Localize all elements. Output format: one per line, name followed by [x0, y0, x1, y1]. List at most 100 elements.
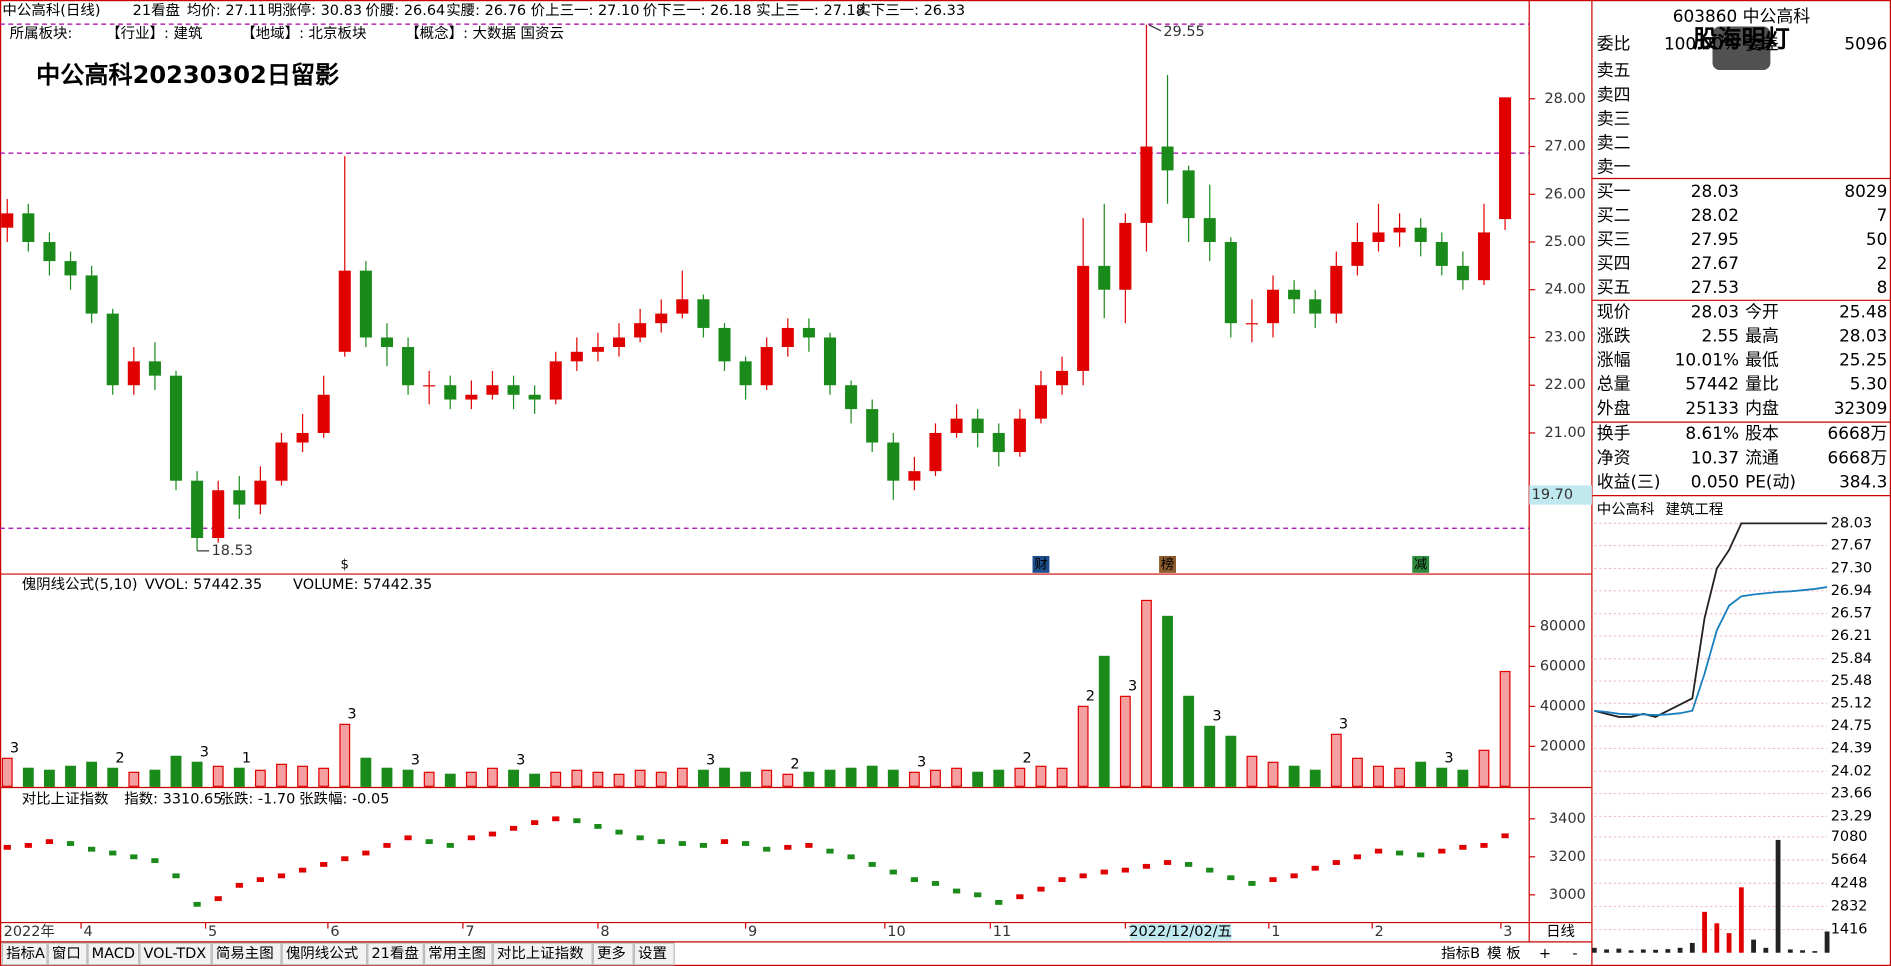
- period-tab[interactable]: 日线: [1546, 923, 1575, 940]
- candle-body: [22, 213, 35, 242]
- tab[interactable]: [592, 942, 634, 966]
- tab-label[interactable]: 设置: [638, 945, 667, 962]
- volume-bar: [1288, 765, 1300, 787]
- volume-bar: [465, 771, 477, 787]
- status-item: 均价: 27.11: [187, 2, 267, 19]
- candle-body: [148, 361, 161, 376]
- buy-cell: 27.53: [1691, 277, 1739, 297]
- tab[interactable]: [367, 942, 424, 966]
- tab-label[interactable]: 傀阴线公式: [286, 945, 358, 962]
- candle-body: [169, 375, 183, 481]
- candle-body: [1, 213, 14, 228]
- intraday-volume-bar: [1677, 947, 1683, 953]
- index-mark: [1227, 875, 1235, 881]
- index-mark: [1079, 873, 1087, 879]
- volume-bar: [1373, 765, 1384, 787]
- intraday-volume-bar: [1591, 947, 1597, 953]
- buy-cell: 买三: [1597, 229, 1631, 249]
- stat-cell: 384.3: [1839, 471, 1887, 491]
- tab-label[interactable]: 简易主图: [216, 945, 274, 962]
- buy-cell: 买二: [1597, 205, 1631, 225]
- stat-cell: 内盘: [1745, 398, 1779, 418]
- tab[interactable]: [1, 942, 48, 966]
- signal-label: 3: [411, 753, 420, 769]
- volume-bar: [655, 771, 667, 787]
- stat-cell: 总量: [1597, 374, 1631, 394]
- intraday-title: 建筑工程: [1665, 501, 1723, 518]
- y-tick-label: 21.00: [1544, 425, 1585, 441]
- y-tick-label: 60000: [1540, 658, 1586, 674]
- x-tick-label: 2: [1375, 924, 1384, 940]
- volume-bar: [761, 769, 773, 787]
- tab-label[interactable]: MACD: [92, 946, 135, 962]
- quote-cell: 委差: [1745, 34, 1779, 54]
- stat-cell: 流通: [1745, 447, 1779, 467]
- volume-bar: [339, 723, 351, 787]
- tab-label[interactable]: 常用主图: [428, 945, 486, 962]
- intraday-volume-bar: [1665, 949, 1671, 953]
- sector-label: 【概念】: 大数据 国资云: [405, 24, 564, 42]
- tab[interactable]: [211, 942, 282, 966]
- tab-label[interactable]: 21看盘: [371, 944, 418, 962]
- period-label: 2022年: [4, 923, 55, 940]
- tab[interactable]: [492, 942, 593, 966]
- y-tick-label: 1416: [1831, 922, 1868, 938]
- index-mark: [1248, 881, 1256, 886]
- volume-bar: [1035, 765, 1047, 787]
- index-mark: [320, 862, 328, 867]
- volume-bar: [170, 755, 182, 787]
- pane-title: 傀阴线公式(5,10): [22, 576, 138, 593]
- signal-label: 3: [1339, 717, 1348, 733]
- index-mark: [88, 846, 96, 852]
- volume-bar: [908, 771, 920, 787]
- quote-header: 603860 中公高科: [1673, 6, 1810, 26]
- candle-body: [1119, 222, 1132, 290]
- index-mark: [531, 820, 539, 826]
- volume-bar: [254, 769, 266, 787]
- candle-body: [380, 337, 394, 348]
- zoom-button[interactable]: -: [1572, 946, 1577, 962]
- tab[interactable]: [139, 942, 212, 966]
- tab-label[interactable]: 窗口: [52, 944, 81, 962]
- index-mark: [509, 825, 518, 831]
- index-mark: [151, 858, 159, 864]
- candle-body: [591, 347, 604, 352]
- stat-cell: 25.48: [1839, 301, 1887, 321]
- buy-cell: 8029: [1844, 181, 1887, 201]
- zoom-button[interactable]: +: [1539, 946, 1551, 962]
- status-item: 21看盘: [133, 1, 180, 19]
- index-mark: [826, 848, 834, 854]
- tab-label[interactable]: 对比上证指数: [497, 945, 584, 962]
- y-tick-label: 4248: [1831, 875, 1868, 891]
- x-tick-label: 6: [330, 924, 339, 940]
- stat-cell: 最高: [1745, 325, 1779, 345]
- tab[interactable]: [87, 942, 140, 966]
- candle-body: [760, 347, 773, 386]
- signal-label: 2: [790, 757, 799, 773]
- tab-label[interactable]: 指标A: [6, 945, 45, 962]
- tab-label[interactable]: 更多: [597, 945, 626, 962]
- volume-bar: [318, 767, 330, 787]
- volume-bar: [1267, 761, 1279, 787]
- index-mark: [1480, 843, 1488, 848]
- tab-label[interactable]: VOL-TDX: [144, 946, 207, 962]
- tab-label[interactable]: 模: [1487, 945, 1501, 962]
- volume-bar: [1499, 670, 1511, 787]
- tab[interactable]: [423, 942, 493, 966]
- tab[interactable]: [281, 942, 368, 966]
- tab[interactable]: [47, 942, 88, 966]
- buy-cell: 买四: [1597, 253, 1631, 273]
- volume-bar: [930, 769, 941, 787]
- tab[interactable]: [633, 942, 675, 966]
- index-mark: [636, 835, 644, 841]
- index-mark: [974, 892, 982, 898]
- tab-label[interactable]: 板: [1506, 944, 1520, 962]
- volume-bar: [191, 761, 203, 787]
- volume-bar: [1478, 749, 1490, 787]
- y-tick-label: 22.00: [1544, 377, 1585, 393]
- index-mark: [3, 844, 11, 850]
- tab-label[interactable]: 指标B: [1441, 945, 1480, 962]
- volume-bar: [1309, 769, 1321, 787]
- volume-bar: [550, 771, 562, 787]
